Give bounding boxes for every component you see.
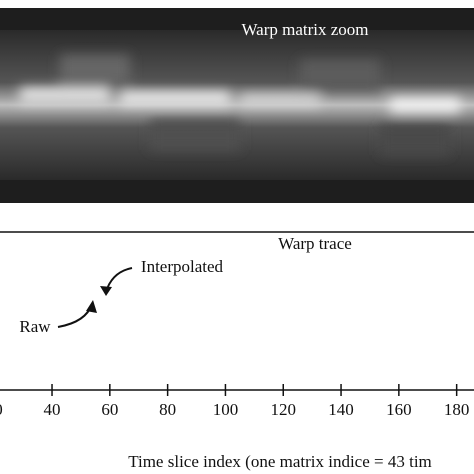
x-tick-label: 140 [328, 400, 354, 419]
annotation: Interpolated [141, 257, 224, 276]
image-title: Warp matrix zoom [241, 20, 368, 39]
x-tick-label: 120 [270, 400, 296, 419]
warp-matrix-image: Warp matrix zoom [0, 8, 474, 203]
x-axis-label: Time slice index (one matrix indice = 43… [128, 452, 432, 471]
chart-title: Warp trace [278, 234, 352, 253]
x-tick-label: 100 [213, 400, 239, 419]
x-tick-label: 80 [159, 400, 176, 419]
x-tick-label: 180 [444, 400, 470, 419]
x-tick-label: 40 [44, 400, 61, 419]
x-tick-label: 160 [386, 400, 412, 419]
x-tick-label: 20 [0, 400, 3, 419]
arrow-head [86, 300, 97, 313]
x-tick-label: 60 [101, 400, 118, 419]
arrow [57, 303, 93, 328]
annotation: Raw [19, 317, 51, 336]
chart: Warp trace Interpolated Raw Time slice i… [0, 231, 474, 471]
arrow-head [100, 286, 112, 296]
